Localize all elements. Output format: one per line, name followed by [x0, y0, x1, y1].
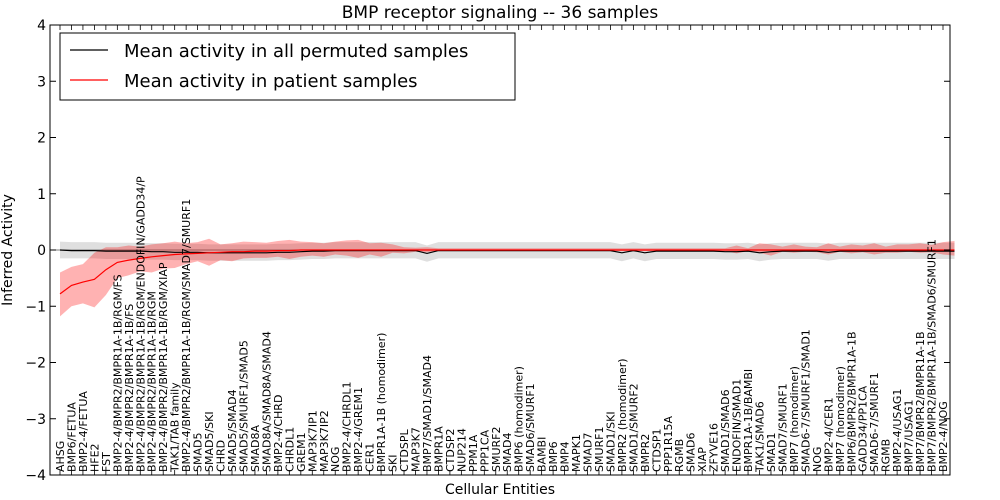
x-category-label: SMAD4: [501, 433, 514, 472]
x-category-label: FST: [100, 452, 113, 472]
x-category-label: BMP2-4/BMPR2/BMPR1A-1B/RGM/ENDOFIN/GADD3…: [134, 176, 147, 472]
x-category-label: TAK1/TAB family: [169, 382, 182, 473]
x-category-label: RGMB: [673, 439, 686, 472]
x-category-label: SMAD6/SMURF1: [524, 383, 537, 472]
x-category-label: SMAD5/SKI: [203, 411, 216, 472]
x-category-label: BMP4: [559, 441, 572, 472]
x-category-label: BMPR2 (homodimer): [616, 358, 629, 472]
x-category-label: BAMBI: [536, 437, 549, 472]
legend-label-patient: Mean activity in patient samples: [124, 71, 418, 92]
x-category-label: MAP3K7IP1: [306, 410, 319, 472]
x-category-label: BMP7/USAG1: [903, 400, 916, 472]
y-tick-label: 1: [37, 187, 46, 203]
x-category-label: SMAD5/SMAD4: [226, 389, 239, 472]
x-category-label: BMP2-4/USAG1: [891, 389, 904, 472]
x-category-label: SMAD6-7/SMURF1/SMAD1: [799, 329, 812, 472]
x-category-label: BMP2-4/BMPR2/BMPR1A-1B/FS: [123, 304, 136, 472]
x-category-label: MAP3K7: [410, 427, 423, 472]
x-category-label: RGMB: [880, 439, 893, 472]
x-category-label: ENDOFIN/SMAD1: [731, 379, 744, 472]
y-tick-label: −4: [25, 468, 46, 484]
x-category-label: SMAD6: [685, 433, 698, 472]
x-category-label: GREM1: [295, 432, 308, 472]
chart-title: BMP receptor signaling -- 36 samples: [342, 3, 659, 23]
x-category-label: BMP6/BMPR2/BMPR1A-1B: [845, 331, 858, 472]
legend-label-permuted: Mean activity in all permuted samples: [124, 41, 468, 62]
x-category-label: BMP2-4/CHRD: [272, 395, 285, 472]
x-category-label: SMURF2: [490, 427, 503, 473]
x-category-label: TAK1/SMAD6: [754, 401, 767, 473]
x-category-label: BMPR1A-1B (homodimer): [375, 333, 388, 472]
x-category-label: BMP2-4/CHRDL1: [341, 381, 354, 472]
x-category-label: SMAD1: [765, 433, 778, 472]
x-category-label: AHSG: [54, 441, 67, 472]
x-category-label: CTDSP2: [444, 429, 457, 472]
x-category-label: BMP2-4/BMPR2/BMPR1A-1B/RGM/XIAP: [157, 262, 170, 472]
y-tick-label: −3: [25, 412, 46, 428]
x-category-label: SMAD7: [582, 433, 595, 472]
x-category-label: XIAP: [696, 447, 709, 472]
y-tick-label: 0: [37, 243, 46, 259]
x-category-label: BMP7/SMAD1/SMAD4: [421, 355, 434, 472]
x-category-label: NOG: [329, 447, 342, 472]
y-axis-label: Inferred Activity: [0, 194, 16, 306]
x-category-label: BMP7 (homodimer): [834, 366, 847, 472]
series-line-patient: [59, 249, 955, 295]
x-category-label: SMAD8A/SMAD8A/SMAD4: [260, 331, 273, 472]
y-tick-label: 3: [37, 74, 46, 90]
x-category-label: BMPR2: [639, 434, 652, 472]
x-category-label: CHRD: [215, 440, 228, 472]
x-category-label: BMP2-4/GREM1: [352, 387, 365, 472]
x-category-label: ZFYVE16: [708, 423, 721, 472]
x-category-label: SMAD5/SMURF1/SMAD5: [238, 340, 251, 472]
x-category-label: BMP6/FETUA: [66, 402, 79, 472]
x-category-label: MAP3K7IP2: [318, 410, 331, 472]
x-category-label: SMAD1/SMURF2: [627, 383, 640, 472]
x-category-label: SMAD8A: [249, 425, 262, 472]
x-category-label: BMP6: [547, 441, 560, 472]
x-category-label: PPM1A: [467, 434, 480, 472]
legend: Mean activity in all permuted samples Me…: [59, 32, 516, 101]
x-category-label: HFE2: [88, 443, 101, 472]
band-permuted: [60, 241, 955, 262]
x-category-label: SMURF1: [593, 427, 606, 473]
x-category-label: SMAD6-7/SMURF1: [868, 372, 881, 472]
x-category-label: SKI: [387, 455, 400, 472]
y-tick-label: 2: [37, 131, 46, 147]
x-category-label: CHRDL1: [283, 427, 296, 472]
x-category-label: MAPK1: [570, 434, 583, 472]
x-category-label: SMAD1/SMAD6: [719, 389, 732, 472]
x-category-label: SMAD1/SKI: [604, 411, 617, 472]
y-tick-label: −1: [25, 299, 46, 315]
x-category-label: PPP1CA: [478, 429, 491, 472]
y-tick-label: −2: [25, 356, 46, 372]
x-category-label: BMP7 (homodimer): [788, 366, 801, 472]
x-category-label: SMAD7/SMURF1: [777, 383, 790, 472]
band-patient: [60, 238, 955, 317]
x-category-label: PPP1R15A: [662, 415, 675, 472]
x-category-label: BMP2-4/BMPR2/BMPR1A-1B/RGM: [146, 291, 159, 472]
x-category-label: NUP214: [455, 428, 468, 472]
x-category-label: BMP7/BMPR2/BMPR1A-1B/SMAD6/SMURF1: [926, 239, 939, 472]
x-category-label: SMAD5: [192, 433, 205, 472]
x-category-label: BMP2-4/BMPR2/BMPR1A-1B/RGM/SMAD7/SMURF1: [180, 199, 193, 472]
legend-box: [59, 32, 516, 101]
x-category-label: GADD34/PP1CA: [857, 385, 870, 472]
x-category-label: BMP6 (homodimer): [513, 366, 526, 472]
x-category-label: BMP2-4/BMPR2/BMPR1A-1B/RGM/FS: [111, 274, 124, 472]
x-category-label: BMP2-4/FETUA: [77, 391, 90, 472]
x-category-label: BMP2-4/CER1: [822, 397, 835, 472]
x-category-label: CTDSPL: [398, 429, 411, 472]
x-category-label: BMPR1A: [432, 426, 445, 472]
x-category-label: BMP7/BMPR2/BMPR1A-1B: [914, 331, 927, 472]
x-category-label: BMP2-4/NOG: [937, 401, 950, 472]
x-axis-label: Cellular Entities: [445, 482, 555, 498]
x-category-label: NOG: [811, 447, 824, 472]
x-category-label: CER1: [364, 443, 377, 472]
y-tick-label: 4: [37, 18, 46, 34]
x-category-label: CTDSP1: [650, 429, 663, 472]
x-category-label: BMPR1A-1B/BAMBI: [742, 369, 755, 472]
